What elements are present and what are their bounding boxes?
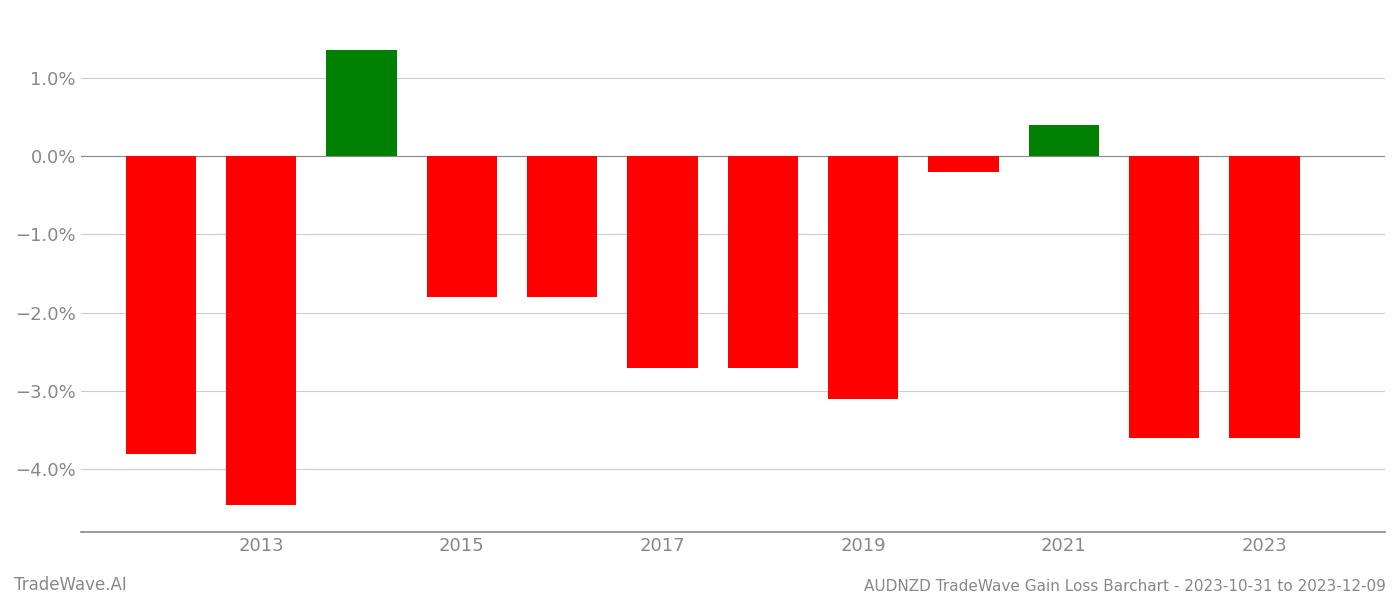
Bar <box>528 156 598 297</box>
Bar <box>1229 156 1299 438</box>
Bar <box>627 156 697 368</box>
Bar <box>126 156 196 454</box>
Bar <box>728 156 798 368</box>
Bar <box>227 156 297 505</box>
Bar <box>829 156 899 399</box>
Bar <box>326 50 396 156</box>
Text: AUDNZD TradeWave Gain Loss Barchart - 2023-10-31 to 2023-12-09: AUDNZD TradeWave Gain Loss Barchart - 20… <box>864 579 1386 594</box>
Bar <box>1029 125 1099 156</box>
Text: TradeWave.AI: TradeWave.AI <box>14 576 127 594</box>
Bar <box>427 156 497 297</box>
Bar <box>928 156 998 172</box>
Bar <box>1130 156 1200 438</box>
